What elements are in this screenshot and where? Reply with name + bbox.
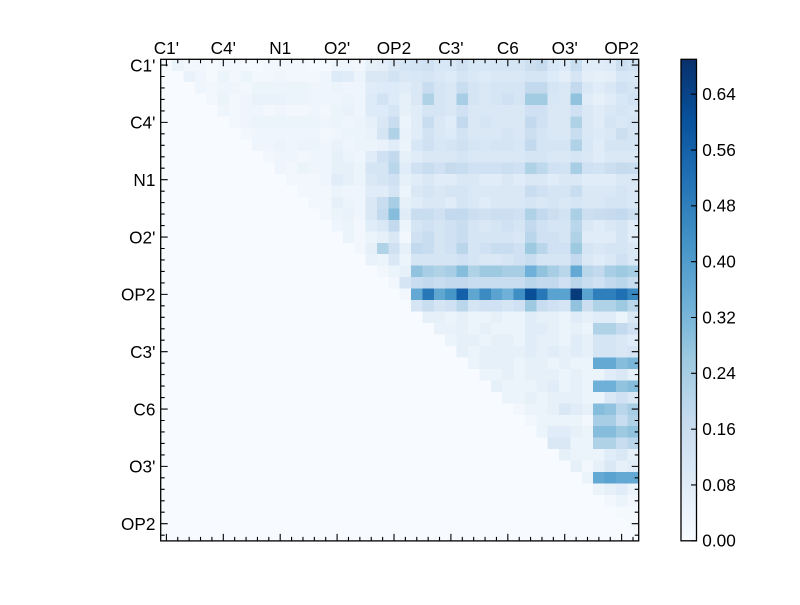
svg-text:0.64: 0.64 [702, 84, 736, 104]
svg-text:C3': C3' [130, 342, 155, 362]
svg-text:N1: N1 [133, 170, 155, 190]
svg-text:0.00: 0.00 [702, 531, 735, 551]
svg-text:OP2: OP2 [121, 514, 155, 534]
svg-text:O2': O2' [324, 38, 350, 58]
svg-text:C1': C1' [154, 38, 179, 58]
svg-text:0.32: 0.32 [702, 307, 735, 327]
svg-text:N1: N1 [269, 38, 291, 58]
svg-text:C4': C4' [211, 38, 236, 58]
svg-text:OP2: OP2 [121, 285, 155, 305]
svg-text:O3': O3' [552, 38, 578, 58]
svg-text:C4': C4' [130, 113, 155, 133]
svg-text:C6: C6 [497, 38, 519, 58]
svg-text:0.08: 0.08 [702, 475, 735, 495]
svg-text:O2': O2' [129, 227, 155, 247]
svg-text:OP2: OP2 [604, 38, 638, 58]
svg-text:O3': O3' [129, 457, 155, 477]
svg-text:C1': C1' [130, 55, 155, 75]
svg-text:0.24: 0.24 [702, 363, 736, 383]
svg-text:0.56: 0.56 [702, 140, 735, 160]
svg-text:0.16: 0.16 [702, 419, 735, 439]
svg-text:0.48: 0.48 [702, 196, 735, 216]
svg-text:C3': C3' [438, 38, 463, 58]
svg-text:OP2: OP2 [377, 38, 411, 58]
svg-text:C6: C6 [133, 399, 155, 419]
svg-text:0.40: 0.40 [702, 252, 735, 272]
